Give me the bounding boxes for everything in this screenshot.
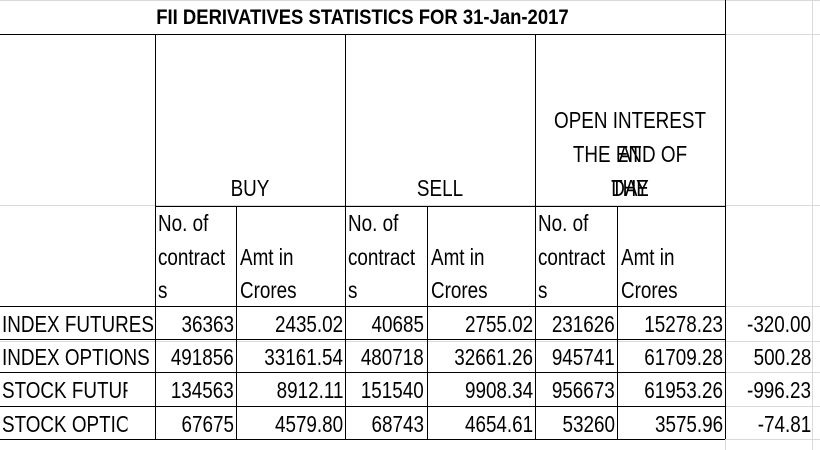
net-cell: -996.23 — [747, 377, 811, 403]
buy-amt-cell: 4579.80 — [274, 411, 343, 437]
border — [0, 34, 725, 35]
border — [155, 34, 156, 439]
border — [345, 34, 346, 439]
border — [236, 206, 237, 439]
border — [535, 34, 536, 439]
oi-contracts-cell: 945741 — [552, 344, 615, 370]
oi-header-line3: DAY — [611, 175, 649, 201]
buy-amt-cell: 2435.02 — [274, 311, 343, 337]
oi-amt-cell: 61709.28 — [644, 344, 723, 370]
buy-contracts-cell: 491856 — [171, 344, 234, 370]
buy-contracts-header-line1: No. of — [158, 210, 209, 236]
oi-contracts-header-line2: contract — [538, 244, 606, 270]
oi-contracts-header-line1: No. of — [538, 210, 589, 236]
buy-contracts-cell: 67675 — [181, 411, 234, 437]
buy-header: BUY — [230, 175, 270, 201]
oi-contracts-header-line3: s — [538, 277, 548, 303]
sell-amt-cell: 4654.61 — [464, 411, 533, 437]
oi-amt-cell: 61953.26 — [644, 377, 723, 403]
border — [0, 439, 725, 440]
sell-contracts-header-line2: contract — [348, 244, 416, 270]
gridline — [0, 341, 820, 342]
oi-amt-cell: 15278.23 — [644, 311, 723, 337]
gridline — [0, 0, 820, 1]
oi-contracts-cell: 956673 — [552, 377, 615, 403]
buy-amt-header-line1: Amt in — [240, 244, 294, 270]
oi-contracts-cell: 231626 — [552, 311, 615, 337]
sell-amt-cell: 32661.26 — [454, 344, 533, 370]
net-cell: -74.81 — [757, 411, 811, 437]
border — [0, 339, 725, 340]
border — [0, 406, 725, 407]
oi-amt-cell: 3575.96 — [654, 411, 723, 437]
oi-contracts-cell: 53260 — [562, 411, 615, 437]
sell-contracts-cell: 40685 — [371, 311, 424, 337]
row-label-stock-futures: STOCK FUTURES — [2, 377, 127, 403]
buy-amt-cell: 8912.11 — [276, 377, 343, 403]
buy-contracts-cell: 36363 — [181, 311, 234, 337]
sell-contracts-header-line1: No. of — [348, 210, 399, 236]
net-cell: 500.28 — [753, 344, 811, 370]
row-label-stock-options: STOCK OPTIONS — [2, 411, 127, 437]
row-label-index-options: INDEX OPTIONS — [2, 344, 150, 370]
sell-amt-cell: 9908.34 — [464, 377, 533, 403]
buy-contracts-header-line2: contract — [158, 244, 226, 270]
border — [0, 372, 725, 373]
oi-header-line1: OPEN INTEREST AT — [554, 107, 706, 167]
buy-amt-header-line2: Crores — [240, 277, 297, 303]
oi-amt-header-line2: Crores — [621, 277, 678, 303]
sell-contracts-header-line3: s — [348, 277, 358, 303]
sell-amt-header-line1: Amt in — [431, 244, 485, 270]
buy-contracts-cell: 134563 — [171, 377, 234, 403]
border — [427, 206, 428, 439]
gridline — [0, 205, 820, 206]
sell-contracts-cell: 151540 — [361, 377, 424, 403]
gridline — [812, 0, 813, 450]
sell-contracts-cell: 480718 — [361, 344, 424, 370]
buy-contracts-header-line3: s — [158, 277, 168, 303]
sell-contracts-cell: 68743 — [371, 411, 424, 437]
border — [0, 306, 725, 307]
sheet-title: FII DERIVATIVES STATISTICS FOR 31-Jan-20… — [156, 6, 569, 29]
sell-amt-header-line2: Crores — [431, 277, 488, 303]
border — [725, 0, 726, 439]
sell-header: SELL — [416, 175, 464, 201]
oi-amt-header-line1: Amt in — [621, 244, 675, 270]
net-cell: -320.00 — [747, 311, 811, 337]
buy-amt-cell: 33161.54 — [264, 344, 343, 370]
border — [155, 206, 725, 207]
border — [617, 206, 618, 439]
sell-amt-cell: 2755.02 — [464, 311, 533, 337]
row-label-index-futures: INDEX FUTURES — [2, 311, 154, 337]
oi-header-line2: THE END OF THE — [572, 141, 688, 201]
